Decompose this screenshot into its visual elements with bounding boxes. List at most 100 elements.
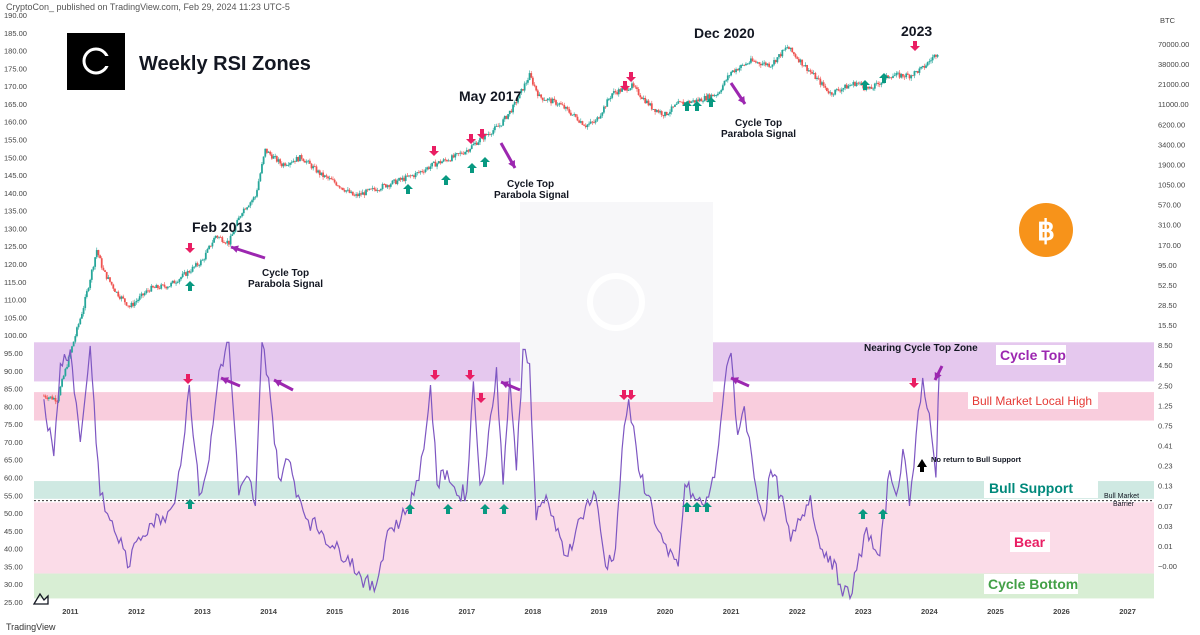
price-candle: [746, 63, 749, 65]
price-candle: [442, 159, 445, 162]
right-tick-label: 15.50: [1158, 321, 1177, 330]
price-candle: [916, 71, 919, 73]
zone-label-bull-high: Bull Market Local High: [972, 394, 1092, 408]
price-candle: [743, 64, 746, 66]
price-candle: [112, 284, 115, 289]
price-candle: [56, 401, 59, 403]
price-candle: [76, 327, 78, 337]
price-candle: [376, 190, 379, 192]
price-candle: [176, 282, 179, 283]
price-candle: [936, 54, 939, 57]
price-candle: [906, 73, 909, 75]
price-candle: [297, 156, 300, 162]
price-candle: [203, 259, 206, 261]
red-down-arrow-icon: [626, 390, 636, 400]
cycle-top-signal-3a: Cycle Top: [735, 118, 782, 129]
price-candle: [905, 73, 908, 78]
price-candle: [692, 100, 695, 102]
price-candle: [325, 175, 328, 177]
price-candle: [639, 95, 642, 98]
price-candle: [145, 290, 148, 294]
price-candle: [819, 78, 822, 85]
price-candle: [102, 267, 105, 271]
price-candle: [300, 155, 303, 159]
price-candle: [720, 90, 723, 93]
price-candle: [280, 163, 283, 167]
red-down-arrow-icon: [185, 243, 195, 253]
price-candle: [241, 213, 244, 217]
price-candle: [606, 99, 609, 107]
zone-label-bear: Bear: [1014, 534, 1046, 550]
x-tick-label: 2021: [723, 607, 740, 616]
price-candle: [538, 94, 541, 97]
price-candle: [880, 82, 883, 85]
price-candle: [74, 336, 77, 342]
price-candle: [910, 75, 913, 79]
price-candle: [814, 73, 817, 80]
price-candle: [911, 75, 914, 77]
price-candle: [269, 151, 272, 155]
price-candle: [873, 83, 876, 89]
price-candle: [583, 124, 585, 126]
price-candle: [226, 240, 229, 244]
price-candle: [928, 61, 931, 63]
price-candle: [603, 106, 605, 113]
price-candle: [127, 305, 130, 307]
price-candle: [287, 164, 290, 166]
left-tick-label: 35.00: [4, 562, 23, 571]
price-candle: [718, 92, 721, 94]
tradingview-icon: [32, 592, 49, 605]
price-candle: [631, 83, 633, 89]
price-candle: [360, 193, 362, 195]
price-candle: [829, 92, 832, 94]
price-candle: [678, 101, 681, 103]
green-up-arrow-icon: [706, 97, 716, 107]
price-candle: [403, 177, 405, 181]
price-candle: [59, 386, 62, 396]
price-candle: [801, 59, 804, 66]
price-candle: [120, 296, 123, 299]
left-tick-label: 95.00: [4, 349, 23, 358]
price-candle: [246, 207, 248, 210]
price-candle: [470, 145, 473, 149]
purple-arrow-head: [508, 160, 515, 168]
price-candle: [193, 266, 196, 268]
price-candle: [578, 120, 581, 123]
price-candle: [677, 101, 680, 104]
price-candle: [437, 161, 440, 164]
price-candle: [728, 75, 731, 77]
price-candle: [446, 160, 448, 162]
price-candle: [163, 284, 166, 287]
left-tick-label: 115.00: [4, 278, 26, 287]
left-tick-label: 75.00: [4, 420, 23, 429]
price-candle: [275, 156, 278, 162]
green-up-arrow-icon: [858, 509, 868, 519]
price-candle: [809, 70, 812, 72]
price-candle: [736, 69, 739, 71]
price-candle: [54, 397, 57, 402]
price-candle: [555, 100, 557, 105]
price-candle: [854, 82, 856, 86]
price-candle: [247, 205, 250, 208]
price-candle: [768, 63, 771, 67]
x-tick-label: 2016: [392, 607, 409, 616]
price-candle: [920, 66, 922, 69]
price-candle: [634, 86, 637, 88]
red-down-arrow-icon: [620, 81, 630, 91]
price-candle: [441, 161, 443, 164]
price-candle: [826, 87, 828, 92]
price-candle: [228, 240, 230, 245]
price-candle: [401, 177, 404, 180]
red-down-arrow-icon: [476, 393, 486, 403]
price-candle: [290, 162, 293, 164]
price-candle: [601, 112, 604, 116]
price-candle: [895, 73, 898, 76]
green-up-arrow-icon: [480, 504, 490, 514]
price-candle: [688, 100, 691, 103]
price-candle: [389, 184, 392, 187]
price-candle: [464, 151, 467, 155]
price-candle: [837, 89, 840, 91]
price-candle: [893, 75, 896, 77]
price-candle: [569, 112, 572, 116]
left-tick-label: 125.00: [4, 242, 27, 251]
